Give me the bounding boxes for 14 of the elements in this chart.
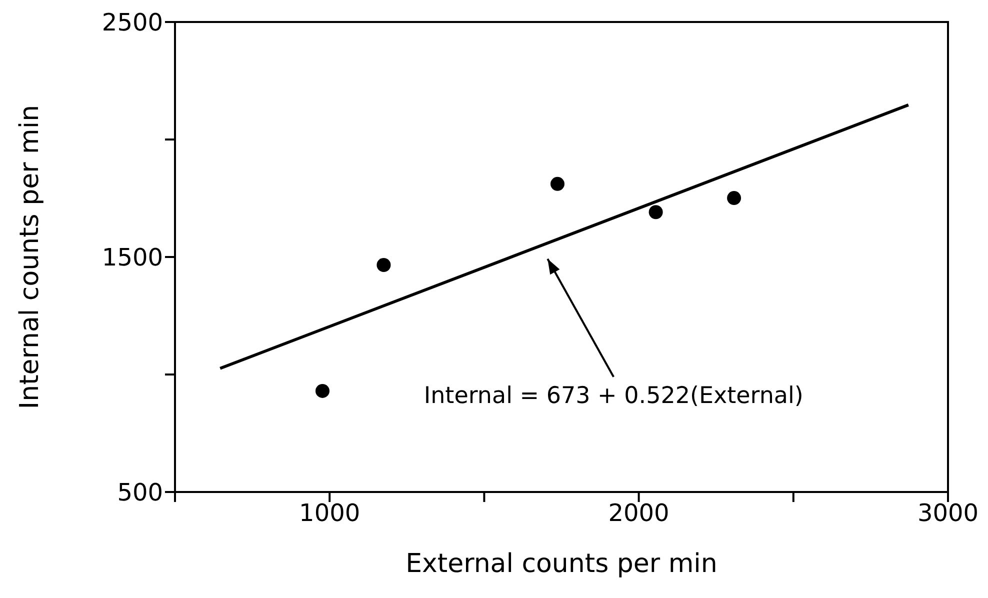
point: [315, 384, 330, 398]
point: [648, 205, 663, 220]
point: [376, 258, 391, 272]
x-tick-label: 2000: [608, 499, 670, 528]
point: [550, 176, 564, 191]
y-tick-label: 2500: [102, 8, 163, 37]
y-tick-label: 500: [117, 478, 163, 507]
x-tick-label: 1000: [299, 499, 360, 528]
annotation: Internal = 673 + 0.522(External): [424, 382, 804, 409]
point: [727, 191, 742, 206]
x-tick-label: 3000: [917, 499, 979, 528]
y-tick-label: 1500: [102, 244, 163, 272]
y-axis-title: Internal counts per min: [15, 104, 45, 410]
x-axis-title: External counts per min: [406, 549, 718, 579]
